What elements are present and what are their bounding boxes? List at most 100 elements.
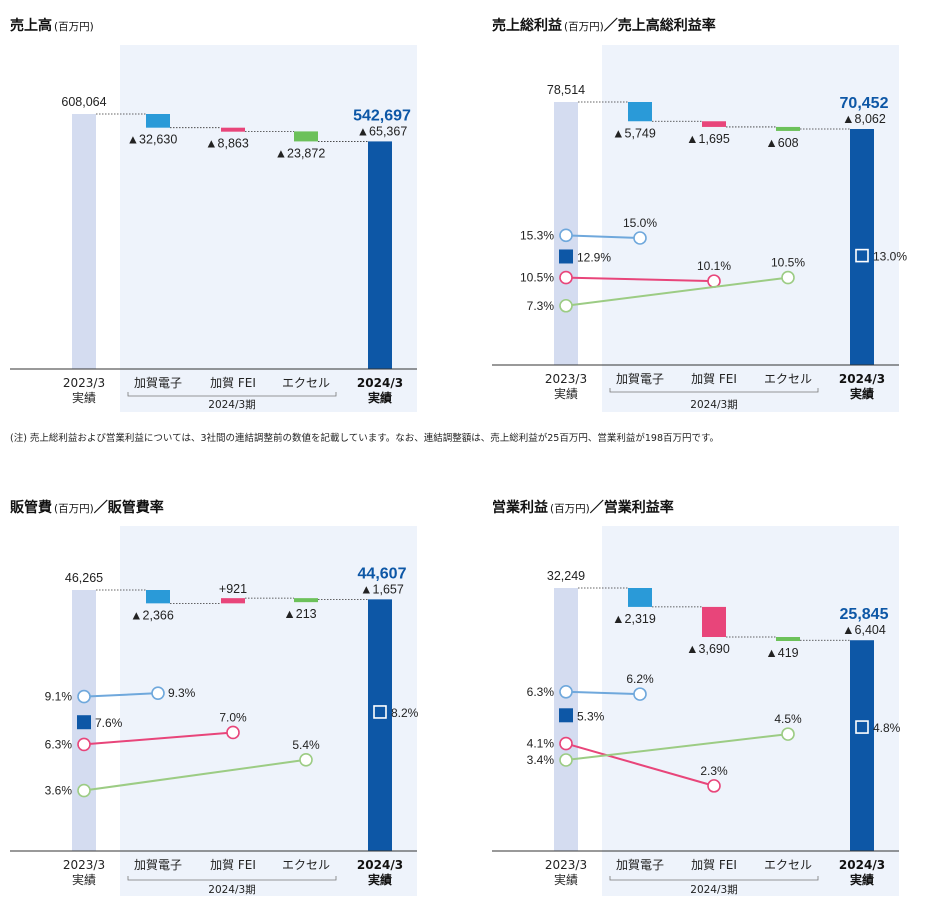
period-label: 2024/3期 [208,399,255,411]
ratio-line-3 [83,758,307,792]
ratio-point-end-2 [707,779,721,793]
ratio-line-2 [565,742,715,787]
category-label-1: 2023/3 [63,376,105,390]
ratio-point-start-2 [559,270,573,285]
ratio-point-end-3 [781,727,795,741]
ratio-line-2 [83,731,234,746]
bar-step-3 [776,637,800,642]
ratio-label-end-3: 4.5% [774,712,802,726]
bar-step-3 [294,131,318,142]
ratio-line-1 [565,690,641,696]
ratio-marker-2024 [373,705,387,719]
ratio-point-start-1 [559,228,573,243]
bar-step-2 [221,127,245,132]
ratio-label-start-2: 6.3% [45,737,73,751]
label-2023-value: 46,265 [65,571,103,585]
period-label: 2024/3期 [690,399,737,411]
label-2024-change: ▲8,062 [842,112,886,126]
ratio-line-3 [565,733,789,761]
label-2024-value: 44,607 [358,565,407,582]
ratio-marker-2023-label: 7.6% [95,716,123,730]
label-step-3: ▲419 [765,646,798,660]
category-label-1: 実績 [72,390,96,405]
ratio-point-start-3 [559,298,573,313]
chart-title: 営業利益 (百万円)／営業利益率 [492,499,674,516]
ratio-marker-2024-label: 13.0% [873,250,907,264]
period-bracket [127,392,337,397]
ratio-label-start-2: 4.1% [527,737,555,751]
ratio-point-end-1 [633,687,647,701]
label-step-2: ▲1,695 [686,132,730,146]
label-step-3: ▲23,872 [275,146,326,160]
ratio-label-end-3: 5.4% [292,738,320,752]
category-label-2: 加賀電子 [616,372,664,386]
category-label-3: 加賀 FEI [210,858,256,872]
title-main: 売上高 [10,17,52,34]
ratio-marker-2023 [559,708,573,723]
ratio-point-end-3 [299,752,313,767]
title-unit: (百万円) [54,503,94,515]
title-main: 売上総利益 [492,17,562,34]
chart-title: 売上総利益 (百万円)／売上高総利益率 [492,17,716,34]
ratio-label-end-1: 6.2% [626,672,654,686]
ratio-label-end-3: 10.5% [771,256,805,270]
bar-step-1 [146,590,170,604]
label-2023-value: 78,514 [547,83,585,97]
ratio-point-start-3 [559,753,573,767]
ratio-point-end-3 [781,270,795,285]
period-bracket [609,388,819,393]
label-step-1: ▲5,749 [612,126,656,140]
category-label-5: 2024/3 [839,372,885,386]
category-label-5: 実績 [368,872,392,887]
ratio-label-end-1: 9.3% [168,686,196,700]
period-background [602,526,899,896]
title-secondary: ／営業利益率 [590,499,674,516]
label-2024-value: 542,697 [353,107,411,124]
chart-title: 売上高 (百万円) [10,17,94,34]
category-label-4: エクセル [282,858,330,872]
ratio-point-end-2 [226,725,240,740]
title-main: 営業利益 [492,499,548,516]
label-2024-change: ▲65,367 [357,124,408,138]
bar-step-2 [702,606,726,638]
category-label-1: 実績 [554,386,578,401]
title-secondary: ／販管費率 [94,499,164,516]
category-label-2: 加賀電子 [134,376,182,390]
bar-step-2 [221,598,245,604]
bar-2023-actual [72,114,96,369]
label-2023-value: 32,249 [547,569,585,583]
period-label: 2024/3期 [208,884,255,896]
bar-2024-actual [850,640,874,851]
label-step-3: ▲608 [765,136,798,150]
chart-panel-2: 売上総利益 (百万円)／売上高総利益率 78,514 ▲5,749 ▲1,695 ▲608… [492,17,907,412]
category-label-3: 加賀 FEI [691,858,737,872]
bar-step-1 [628,588,652,607]
title-unit: (百万円) [564,21,604,33]
ratio-point-start-1 [77,689,91,704]
label-step-3: ▲213 [283,607,316,621]
ratio-point-start-2 [559,736,573,751]
ratio-point-start-2 [77,737,91,752]
category-label-5: 2024/3 [357,858,403,872]
category-label-4: エクセル [764,858,812,872]
ratio-marker-2024 [855,720,869,734]
ratio-line-1 [565,234,641,239]
chart-panel-4: 営業利益 (百万円)／営業利益率 32,249 ▲2,319 ▲3,690 ▲419 ▲6,… [492,499,901,896]
label-step-1: ▲2,319 [612,612,656,626]
footnote: (注) 売上総利益および営業利益については、3社間の連結調整前の数値を記載してい… [10,432,719,444]
label-2024-change: ▲6,404 [842,623,886,637]
ratio-marker-2024-label: 8.2% [391,706,419,720]
ratio-marker-2023 [77,715,91,730]
label-step-1: ▲2,366 [130,608,174,622]
category-label-5: 2024/3 [357,376,403,390]
ratio-label-start-3: 3.6% [45,784,73,798]
ratio-label-start-1: 9.1% [45,690,73,704]
ratio-label-start-1: 15.3% [520,228,554,242]
title-unit: (百万円) [550,503,590,515]
category-label-2: 加賀電子 [616,858,664,872]
ratio-point-end-2 [707,274,721,288]
bar-2024-actual [850,129,874,365]
chart-title: 販管費 (百万円)／販管費率 [10,499,164,516]
label-step-1: ▲32,630 [127,133,178,147]
